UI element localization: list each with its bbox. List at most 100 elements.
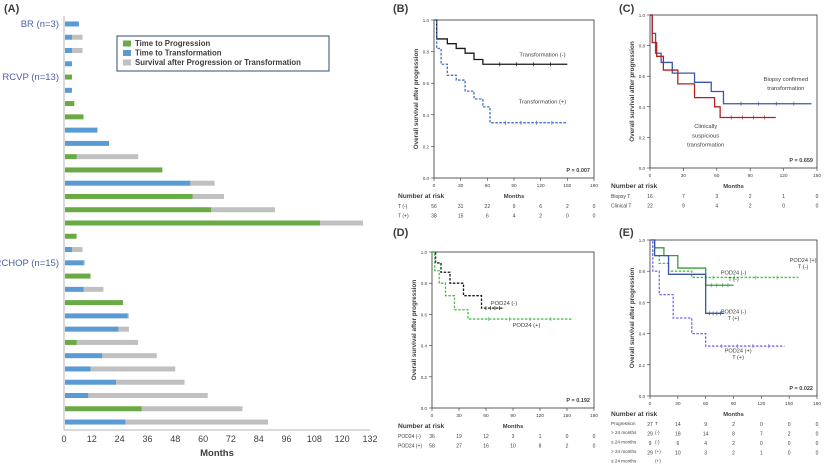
panel-y-tick: 0.8	[639, 269, 646, 274]
panel-e-risk-t: (-)	[655, 430, 660, 435]
panel-a-x-tick: 12	[87, 434, 97, 444]
panel-y-tick: 0.8	[421, 281, 428, 286]
panel-y-tick: 0.0	[423, 176, 430, 181]
panel-x-tick: 60	[485, 183, 491, 189]
panel-y-tick: 0.4	[421, 344, 428, 349]
panel-x-tick: 30	[456, 413, 462, 419]
panel-e-series-label: T (-)	[728, 277, 739, 283]
panel-risk-value: 7	[682, 194, 685, 200]
panel-a-transformation-bar	[65, 419, 126, 425]
panel-risk-value: 14	[675, 422, 681, 428]
panel-y-tick: 0.8	[639, 44, 646, 49]
panel-e-series-label: POD24 (+)	[790, 258, 817, 264]
panel-risk-value: 0	[816, 441, 819, 447]
panel-e-risk-col1: Progression	[611, 421, 636, 426]
panel-risk-value: 1	[782, 194, 785, 200]
panel-a-transformation-bar	[65, 366, 91, 372]
panel-a-x-tick: 24	[115, 434, 125, 444]
panel-e-pvalue: P = 0.022	[789, 386, 813, 392]
panel-x-tick: 120	[757, 401, 765, 407]
panel-risk-value: 56	[431, 204, 437, 210]
panel-a-transformation-bar	[65, 247, 72, 253]
panel-risk-value: 0	[788, 451, 791, 457]
panel-x-tick: 150	[785, 401, 793, 407]
panel-risk-value: 27	[456, 444, 462, 450]
panel-e-risk-col2: T	[655, 421, 658, 426]
panel-a-transformation-bar	[65, 140, 110, 146]
panel-x-tick: 90	[748, 173, 754, 179]
panel-risk-value: 0	[816, 451, 819, 457]
panel-a-progression-bar	[65, 101, 75, 107]
panel-risk-value: 29	[647, 432, 653, 438]
panel-y-tick: 0.2	[639, 135, 646, 140]
panel-a-transformation-bar	[65, 286, 84, 292]
panel-a-survival-bar	[82, 286, 104, 292]
panel-e-label: (E)	[619, 227, 634, 239]
panel-y-tick: 0.0	[639, 166, 646, 171]
panel-a-x-tick: 120	[335, 434, 350, 444]
panel-risk-title: Number at risk	[611, 183, 658, 190]
panel-risk-value: 3	[715, 194, 718, 200]
panel-a-survival-bar	[87, 393, 208, 398]
panel-risk-value: 15	[458, 214, 464, 220]
panel-x-tick: 120	[537, 183, 545, 189]
panel-a-survival-bar	[126, 313, 129, 319]
panel-y-tick: 0.6	[423, 81, 430, 86]
panel-a-transformation-bar	[65, 379, 116, 385]
panel-risk-value: 27	[647, 422, 653, 428]
panel-risk-row-label: T (+)	[398, 214, 409, 220]
panel-x-tick: 60	[714, 173, 720, 179]
panel-risk-value: 1	[760, 451, 763, 457]
panel-risk-value: 6	[539, 204, 542, 210]
panel-e-series-label: T (+)	[728, 316, 740, 322]
panel-a-x-label: Months	[200, 448, 234, 459]
panel-x-tick: 90	[731, 401, 737, 407]
panel-a-survival-bar	[191, 193, 224, 199]
panel-e-series-label: POD24 (+)	[725, 348, 752, 354]
panel-risk-value: 10	[675, 451, 681, 457]
panel-risk-value: 0	[593, 214, 596, 220]
panel-y-label: Overall survival after progression	[629, 268, 636, 369]
panel-a-survival-bar	[89, 366, 176, 372]
panel-a-transformation-bar	[65, 313, 128, 319]
panel-x-tick: 180	[590, 183, 598, 189]
panel-a-group-label: RCVP (n=13)	[2, 72, 59, 83]
panel-risk-value: 0	[788, 422, 791, 428]
panel-a-transformation-bar	[65, 180, 191, 186]
panel-risk-value: 0	[760, 422, 763, 428]
panel-a-survival-bar	[75, 154, 139, 160]
panel-risk-value: 9	[649, 441, 652, 447]
panel-risk-value: 0	[566, 434, 569, 440]
panel-a-survival-bar	[70, 48, 83, 53]
panel-a-transformation-bar	[65, 260, 84, 266]
panel-e-risk-t: (-)	[655, 440, 660, 445]
panel-y-tick: 0.2	[423, 144, 430, 149]
panel-y-tick: 0.0	[639, 394, 646, 399]
panel-risk-value: 6	[486, 214, 489, 220]
panel-y-label: Overall survival after progression	[629, 41, 636, 142]
panel-risk-row-label: Biopsy T	[611, 194, 630, 200]
panel-risk-value: 14	[703, 432, 709, 438]
panel-a-survival-bar	[115, 379, 185, 385]
panel-risk-value: 2	[749, 204, 752, 210]
panel-a-transformation-bar	[65, 353, 103, 359]
panel-a-progression-bar	[65, 233, 77, 239]
panel-x-tick: 30	[681, 173, 687, 179]
panel-c-label: (C)	[619, 3, 635, 15]
panel-b-series-line	[434, 19, 568, 124]
panel-c-frame	[649, 14, 818, 169]
panel-risk-value: 4	[715, 204, 718, 210]
panel-y-label: Overall survival after progression	[411, 280, 418, 381]
panel-e-series-line	[650, 239, 734, 286]
panel-d-series-line	[432, 251, 572, 320]
panel-e-risk-prog: ≤ 24 months	[611, 440, 637, 445]
panel-risk-value: 0	[788, 441, 791, 447]
panel-a-transformation-bar	[65, 34, 72, 40]
panel-x-tick: 150	[563, 413, 571, 419]
panel-e-risk-prog: > 24 months	[611, 430, 637, 435]
panel-x-tick: 90	[510, 413, 516, 419]
panel-e-series-label: POD24 (-)	[721, 309, 747, 315]
panel-a-x-tick: 60	[198, 434, 208, 444]
panel-x-tick: 150	[563, 183, 571, 189]
panel-c-series-label: transformation	[767, 86, 804, 92]
